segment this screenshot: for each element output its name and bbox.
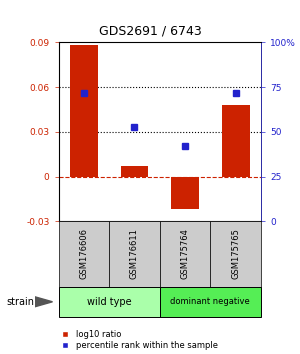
Text: GSM176606: GSM176606 xyxy=(79,228,88,280)
Text: GSM175765: GSM175765 xyxy=(231,229,240,279)
Bar xyxy=(58,287,160,317)
Legend: log10 ratio, percentile rank within the sample: log10 ratio, percentile rank within the … xyxy=(57,330,218,350)
Text: GDS2691 / 6743: GDS2691 / 6743 xyxy=(99,24,201,37)
Text: GSM175764: GSM175764 xyxy=(181,229,190,279)
Bar xyxy=(58,221,109,287)
Text: GSM176611: GSM176611 xyxy=(130,229,139,279)
Bar xyxy=(171,177,199,209)
Bar xyxy=(160,287,261,317)
Polygon shape xyxy=(34,297,52,307)
Bar xyxy=(121,166,148,177)
Text: strain: strain xyxy=(6,297,34,307)
Bar xyxy=(210,221,261,287)
Bar xyxy=(160,221,210,287)
Bar xyxy=(70,45,98,177)
Text: dominant negative: dominant negative xyxy=(170,297,250,306)
Bar xyxy=(109,221,160,287)
Bar xyxy=(222,105,250,177)
Text: wild type: wild type xyxy=(87,297,131,307)
